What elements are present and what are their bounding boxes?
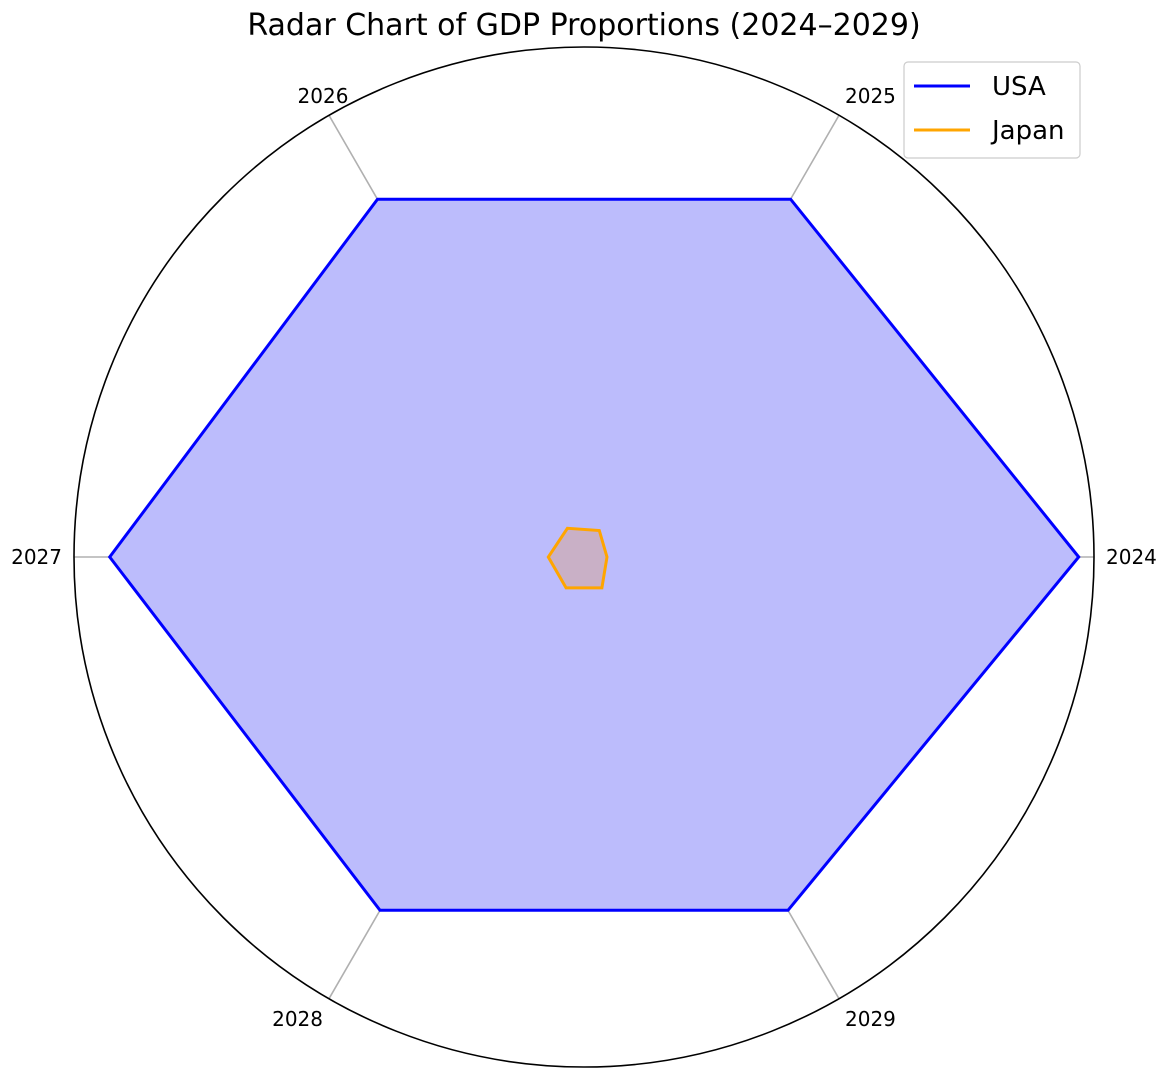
polar-frame (73, 46, 1095, 1068)
legend-label-japan: Japan (990, 116, 1065, 146)
plot-area: 2024 2025 2026 2027 2028 2029 (11, 46, 1157, 1068)
tick-label-2028: 2028 (272, 1007, 323, 1031)
tick-label-2027: 2027 (11, 545, 62, 569)
tick-label-2029: 2029 (845, 1007, 896, 1031)
tick-label-2026: 2026 (298, 84, 349, 108)
legend: USA Japan (903, 61, 1081, 159)
legend-label-usa: USA (992, 72, 1046, 102)
tick-label-2024: 2024 (1106, 545, 1157, 569)
tick-label-2025: 2025 (845, 84, 896, 108)
series-line-japan (546, 526, 609, 590)
series-line-usa (107, 197, 1081, 912)
chart-title: Radar Chart of GDP Proportions (2024–202… (247, 8, 920, 43)
series-fill-japan (548, 528, 607, 588)
